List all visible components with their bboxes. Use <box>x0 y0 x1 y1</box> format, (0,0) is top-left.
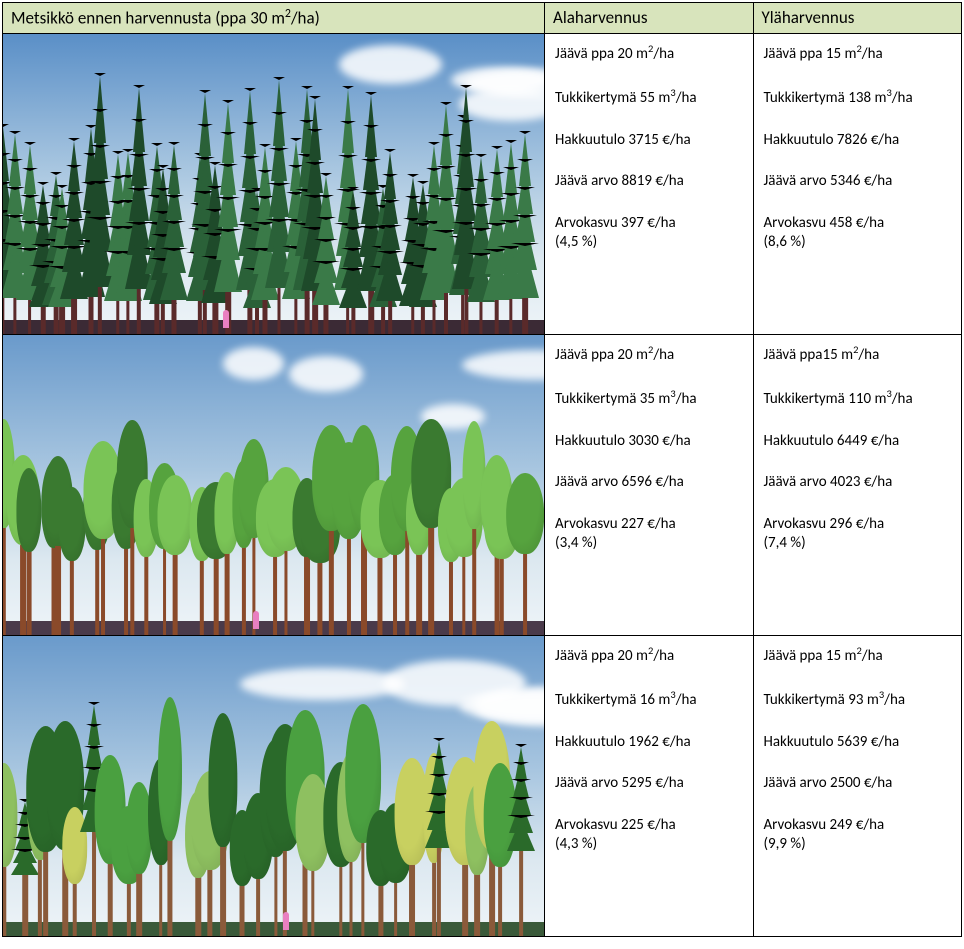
ylaharvennus-data-ppa: Jäävä ppa 15 m2/ha <box>764 644 952 667</box>
alaharvennus-data-tukki: Tukkikertymä 35 m3/ha <box>555 387 742 410</box>
ylaharvennus-data-jaava: Jäävä arvo 5346 €/ha <box>764 172 952 192</box>
ylaharvennus-data-tukki: Tukkikertymä 93 m3/ha <box>764 688 952 711</box>
header-row: Metsikkö ennen harvennusta (ppa 30 m2/ha… <box>3 3 962 34</box>
alaharvennus-data-ppa: Jäävä ppa 20 m2/ha <box>555 42 742 65</box>
forest-illustration <box>3 34 544 334</box>
header-high-thinning: Yläharvennus <box>753 3 962 34</box>
alaharvennus-data-tukki: Tukkikertymä 16 m3/ha <box>555 688 742 711</box>
ylaharvennus-data-arvokasvu: Arvokasvu 296 €/ha(7,4 %) <box>764 515 952 554</box>
alaharvennus-data: Jäävä ppa 20 m2/ha Tukkikertymä 16 m3/ha H… <box>545 635 753 936</box>
ylaharvennus-data-tukki: Tukkikertymä 110 m3/ha <box>764 387 952 410</box>
header-low-thinning: Alaharvennus <box>545 3 753 34</box>
forest-cell <box>3 635 545 936</box>
ylaharvennus-data-ppa: Jäävä ppa 15 m2/ha <box>764 42 952 65</box>
table-row: Jäävä ppa 20 m2/ha Tukkikertymä 16 m3/ha H… <box>3 635 962 936</box>
alaharvennus-data-jaava: Jäävä arvo 5295 €/ha <box>555 774 742 794</box>
ylaharvennus-data: Jäävä ppa 15 m2/ha Tukkikertymä 93 m3/ha H… <box>753 635 962 936</box>
ylaharvennus-data: Jäävä ppa 15 m2/ha Tukkikertymä 138 m3/ha… <box>753 33 962 334</box>
alaharvennus-data: Jäävä ppa 20 m2/ha Tukkikertymä 35 m3/ha H… <box>545 334 753 635</box>
ylaharvennus-data-tukki: Tukkikertymä 138 m3/ha <box>764 86 952 109</box>
alaharvennus-data-hakkuu: Hakkuutulo 3030 €/ha <box>555 432 742 452</box>
ylaharvennus-data-arvokasvu: Arvokasvu 249 €/ha(9,9 %) <box>764 816 952 855</box>
forest-cell <box>3 33 545 334</box>
alaharvennus-data-hakkuu: Hakkuutulo 3715 €/ha <box>555 131 742 151</box>
table-row: Jäävä ppa 20 m2/ha Tukkikertymä 35 m3/ha H… <box>3 334 962 635</box>
ylaharvennus-data-arvokasvu: Arvokasvu 458 €/ha(8,6 %) <box>764 214 952 253</box>
header-before: Metsikkö ennen harvennusta (ppa 30 m2/ha… <box>3 3 545 34</box>
forest-illustration <box>3 335 544 635</box>
ylaharvennus-data-hakkuu: Hakkuutulo 5639 €/ha <box>764 733 952 753</box>
forest-illustration <box>3 636 544 936</box>
alaharvennus-data-ppa: Jäävä ppa 20 m2/ha <box>555 343 742 366</box>
alaharvennus-data: Jäävä ppa 20 m2/ha Tukkikertymä 55 m3/ha H… <box>545 33 753 334</box>
ylaharvennus-data-hakkuu: Hakkuutulo 7826 €/ha <box>764 131 952 151</box>
alaharvennus-data-ppa: Jäävä ppa 20 m2/ha <box>555 644 742 667</box>
ylaharvennus-data-jaava: Jäävä arvo 4023 €/ha <box>764 473 952 493</box>
alaharvennus-data-jaava: Jäävä arvo 6596 €/ha <box>555 473 742 493</box>
thinning-comparison-table: Metsikkö ennen harvennusta (ppa 30 m2/ha… <box>2 2 962 937</box>
alaharvennus-data-jaava: Jäävä arvo 8819 €/ha <box>555 172 742 192</box>
ylaharvennus-data-hakkuu: Hakkuutulo 6449 €/ha <box>764 432 952 452</box>
table-row: Jäävä ppa 20 m2/ha Tukkikertymä 55 m3/ha H… <box>3 33 962 334</box>
alaharvennus-data-arvokasvu: Arvokasvu 225 €/ha(4,3 %) <box>555 816 742 855</box>
forest-cell <box>3 334 545 635</box>
alaharvennus-data-arvokasvu: Arvokasvu 397 €/ha(4,5 %) <box>555 214 742 253</box>
ylaharvennus-data-jaava: Jäävä arvo 2500 €/ha <box>764 774 952 794</box>
alaharvennus-data-tukki: Tukkikertymä 55 m3/ha <box>555 86 742 109</box>
ylaharvennus-data: Jäävä ppa15 m2/ha Tukkikertymä 110 m3/ha H… <box>753 334 962 635</box>
alaharvennus-data-arvokasvu: Arvokasvu 227 €/ha(3,4 %) <box>555 515 742 554</box>
alaharvennus-data-hakkuu: Hakkuutulo 1962 €/ha <box>555 733 742 753</box>
ylaharvennus-data-ppa: Jäävä ppa15 m2/ha <box>764 343 952 366</box>
